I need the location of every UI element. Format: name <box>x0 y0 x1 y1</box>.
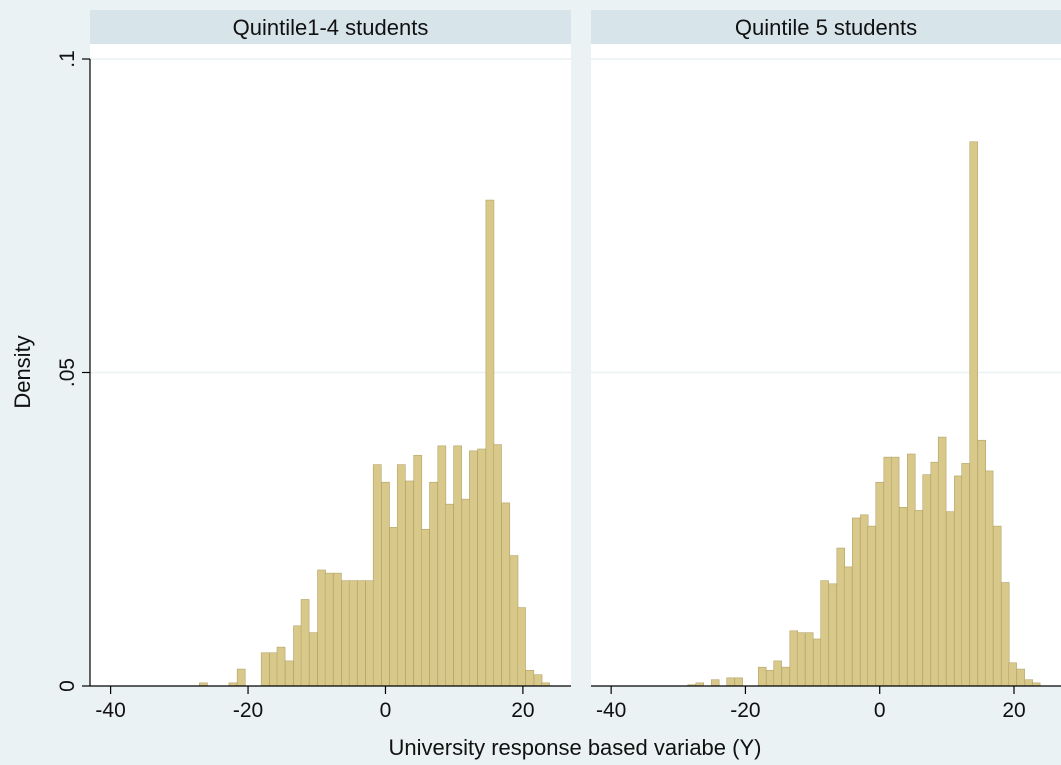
histogram-bar <box>437 445 447 687</box>
histogram-bar <box>757 666 767 687</box>
histogram-bar <box>284 660 294 687</box>
bars <box>199 199 550 687</box>
panel-2: Quintile 5 students -40 -20 0 20 <box>591 10 1061 722</box>
histogram-bar <box>372 464 382 687</box>
histogram-bar <box>828 583 837 687</box>
histogram-bar <box>992 525 1002 687</box>
panel-title: Quintile 5 students <box>735 15 917 40</box>
histogram-bar <box>236 668 246 687</box>
x-axis-title: University response based variabe (Y) <box>389 735 762 760</box>
histogram-bar <box>405 480 414 687</box>
histogram-bar <box>413 454 423 687</box>
histogram-bar <box>875 481 884 687</box>
histogram-bar <box>293 625 302 687</box>
x-tick-label: 0 <box>380 699 392 722</box>
y-tick-label: 0 <box>56 680 79 692</box>
histogram-bar <box>324 572 334 687</box>
histogram-bar <box>883 456 892 687</box>
x-tick-label: 20 <box>1002 699 1025 722</box>
x-tick-label: 20 <box>511 699 534 722</box>
histogram-bar <box>820 580 829 687</box>
histogram-bar <box>421 528 430 687</box>
histogram-bar <box>445 503 454 687</box>
histogram-bar <box>851 517 861 687</box>
histogram-bar <box>260 652 270 687</box>
histogram-bar <box>300 599 310 687</box>
histogram-bar <box>984 470 994 687</box>
histogram-bar <box>477 448 486 687</box>
x-tick-label: -40 <box>596 699 626 722</box>
histogram-bar <box>333 572 342 687</box>
histogram-bar <box>843 566 853 687</box>
histogram-bar <box>945 511 955 687</box>
histogram-bar <box>930 461 939 687</box>
histogram-bar <box>954 475 963 687</box>
histogram-bar <box>914 510 923 687</box>
histogram-bar <box>796 632 806 687</box>
histogram-bar <box>469 450 478 687</box>
histogram-bar <box>890 456 900 687</box>
panel-title: Quintile1-4 students <box>233 15 429 40</box>
histogram-bar <box>461 498 471 687</box>
histogram-bar <box>961 463 970 687</box>
panels: Quintile1-4 students-40 -20 0 200.05.1Quint… <box>56 10 1061 722</box>
y-axis-title: Density <box>10 335 35 408</box>
histogram-bar <box>1001 582 1010 687</box>
histogram-bar <box>969 141 978 687</box>
histogram-bar <box>517 607 526 687</box>
histogram-bar <box>766 670 775 687</box>
histogram-bar <box>429 481 438 687</box>
x-tick-label: -20 <box>730 699 760 722</box>
histogram-bar <box>907 453 916 687</box>
histogram-bar <box>365 580 374 687</box>
histogram-bar <box>396 464 406 687</box>
histogram-bar <box>381 481 390 687</box>
histogram-bar <box>937 436 947 687</box>
histogram-bar <box>341 580 350 687</box>
panel-strip <box>90 10 571 44</box>
histogram-bar <box>898 507 908 687</box>
histogram-bar <box>453 445 462 687</box>
histogram-bar <box>922 474 931 687</box>
histogram-bar <box>789 630 798 687</box>
histogram-bar <box>813 638 822 687</box>
histogram-bar <box>836 547 845 687</box>
histogram-bar <box>269 652 278 687</box>
histogram-bar <box>726 677 735 687</box>
histogram-bar <box>977 439 986 687</box>
histogram-bar <box>1024 679 1033 687</box>
histogram-bar <box>710 679 720 687</box>
y-tick-label: .1 <box>56 50 79 68</box>
histogram-bar <box>734 677 743 687</box>
histogram-bar <box>348 580 358 687</box>
histogram-bar <box>867 525 876 687</box>
histogram-bar <box>309 632 318 687</box>
histogram-bar <box>485 199 495 687</box>
histogram-bar <box>525 670 535 687</box>
histogram-bar <box>509 555 519 687</box>
histogram-bar <box>493 444 502 687</box>
histogram-bar <box>357 580 366 687</box>
histogram-bar <box>1008 662 1017 687</box>
histogram-bar <box>860 514 869 687</box>
panel-1: Quintile1-4 students -40 -20 0 20 0 .05 .1 <box>56 10 571 722</box>
x-tick-label: -20 <box>233 699 263 722</box>
y-tick-label: .05 <box>56 358 79 387</box>
histogram-bar <box>317 569 326 687</box>
histogram-bar <box>804 632 814 687</box>
x-tick-label: -40 <box>95 699 125 722</box>
histogram-bar <box>389 527 399 687</box>
histogram-bar <box>533 674 543 687</box>
x-tick-label: 0 <box>874 699 886 722</box>
histogram-bar <box>773 660 782 687</box>
histogram-bar <box>276 646 286 687</box>
panel-strip <box>591 10 1061 44</box>
histogram-bar <box>781 666 790 687</box>
histogram-bar <box>501 502 511 687</box>
histogram-bar <box>1016 668 1025 687</box>
